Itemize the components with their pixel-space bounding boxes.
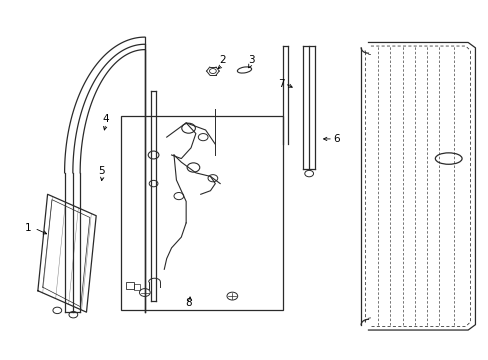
Bar: [120, 116, 283, 310]
Text: 5: 5: [98, 166, 104, 176]
Bar: [125, 282, 133, 289]
Text: 8: 8: [185, 298, 191, 308]
Text: 7: 7: [277, 78, 284, 89]
Text: 2: 2: [219, 55, 225, 65]
Text: 4: 4: [102, 114, 109, 124]
Text: 3: 3: [248, 55, 255, 65]
Text: 1: 1: [25, 223, 31, 233]
Text: 6: 6: [333, 134, 340, 144]
Bar: [134, 284, 140, 290]
